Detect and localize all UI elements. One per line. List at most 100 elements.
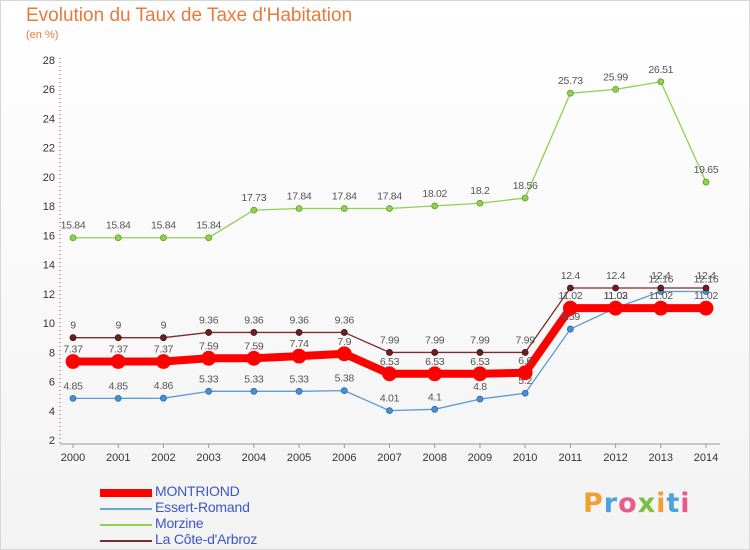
brand-letter: x (637, 488, 657, 519)
data-point (566, 89, 574, 97)
data-label: 4.8 (473, 381, 487, 393)
data-point (608, 300, 623, 316)
legend-swatch (100, 508, 152, 510)
legend-swatch (100, 524, 152, 526)
data-label: 6.53 (380, 356, 400, 368)
data-point (250, 329, 258, 336)
data-point (431, 405, 439, 413)
data-point (653, 300, 669, 316)
data-point (521, 389, 529, 397)
y-tick-label: 16 (43, 230, 55, 242)
data-label: 5.38 (335, 373, 355, 385)
data-point (517, 365, 533, 381)
x-tick-label: 2004 (242, 452, 266, 464)
data-point (386, 407, 393, 415)
y-tick-label: 12 (43, 289, 55, 301)
x-tick-label: 2014 (694, 452, 718, 464)
data-label: 7.59 (244, 340, 264, 352)
legend-label: Essert-Romand (155, 499, 250, 515)
series-line (73, 81, 707, 239)
data-point (114, 394, 122, 402)
chart-data-labels: 7.37 7.37 7.37 7.59 7.59 7.74 7.9 6.53 6.53 6.53 6… (61, 64, 720, 405)
data-label: 5.33 (244, 373, 264, 385)
data-point (702, 178, 710, 186)
data-point (386, 349, 393, 356)
brand-logo: Proxiti (583, 488, 691, 519)
x-tick-label: 2005 (287, 452, 311, 464)
data-point (205, 387, 213, 395)
x-tick-label: 2010 (513, 452, 537, 464)
data-point (205, 234, 213, 242)
data-point (250, 387, 258, 395)
data-point (612, 85, 619, 93)
data-label: 25.73 (558, 75, 583, 87)
brand-letter: r (603, 488, 619, 519)
y-tick-label: 8 (49, 347, 55, 359)
data-point (386, 205, 393, 212)
data-label: 9 (115, 320, 121, 332)
y-tick-label: 24 (43, 113, 55, 125)
data-point (65, 354, 81, 369)
brand-letter: i (656, 488, 667, 519)
data-point (69, 394, 77, 402)
data-label: 15.84 (61, 220, 86, 232)
data-label: 7.37 (154, 344, 174, 356)
data-point (69, 234, 77, 242)
data-label: 4.86 (154, 380, 174, 392)
data-point (431, 202, 439, 210)
data-label: 11.02 (558, 290, 582, 302)
y-tick-label: 28 (43, 55, 55, 67)
data-point (657, 284, 665, 292)
data-label: 6.6 (518, 355, 532, 367)
data-label: 11.02 (604, 290, 628, 302)
data-point (114, 334, 122, 342)
legend-swatch (100, 540, 152, 542)
data-label: 17.84 (287, 190, 312, 202)
data-label: 12.4 (651, 270, 671, 282)
x-tick-label: 2000 (61, 452, 85, 464)
chart-title: Evolution du Taux de Taxe d'Habitation (26, 5, 353, 26)
chart-series (65, 78, 714, 415)
data-point (291, 348, 307, 364)
data-point (246, 350, 262, 366)
data-label: 7.74 (289, 338, 309, 350)
x-tick-label: 2003 (196, 452, 220, 464)
data-label: 7.99 (425, 334, 445, 346)
data-label: 26.51 (648, 64, 673, 76)
data-point (566, 284, 574, 292)
data-label: 7.99 (380, 334, 400, 346)
data-label: 9.36 (199, 314, 219, 326)
chart-unit: (en %) (26, 29, 59, 41)
data-label: 11.03 (604, 290, 628, 302)
y-tick-label: 20 (43, 172, 55, 184)
x-tick-label: 2007 (377, 452, 401, 464)
brand-letter: o (618, 488, 638, 519)
data-label: 9.36 (289, 314, 309, 326)
brand-letter: t (666, 488, 681, 519)
data-label: 7.37 (63, 344, 83, 356)
y-tick-label: 4 (49, 406, 55, 418)
data-label: 6.53 (470, 356, 490, 368)
data-point (382, 366, 397, 382)
data-point (160, 394, 167, 402)
data-label: 9 (161, 320, 167, 332)
data-point (114, 234, 122, 242)
data-label: 9.36 (244, 314, 264, 326)
data-label: 5.2 (518, 375, 532, 387)
data-point (612, 284, 619, 292)
y-tick-label: 22 (43, 143, 55, 155)
data-label: 9 (70, 320, 76, 332)
x-tick-label: 2001 (106, 452, 130, 464)
data-label: 12.16 (648, 274, 673, 286)
x-tick-label: 2006 (332, 452, 356, 464)
data-point (336, 346, 352, 362)
data-point (340, 387, 348, 395)
data-point (427, 366, 443, 382)
data-point (69, 334, 77, 342)
legend-label: Morzine (155, 515, 204, 531)
brand-letter: i (680, 488, 691, 519)
data-label: 15.84 (106, 220, 131, 232)
